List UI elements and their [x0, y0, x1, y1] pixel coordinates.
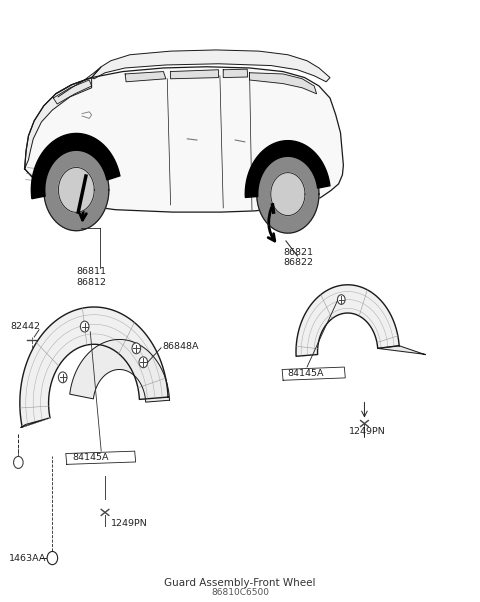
Text: 84145A: 84145A: [72, 453, 109, 462]
Polygon shape: [20, 307, 168, 427]
Text: 86811
86812: 86811 86812: [77, 267, 107, 287]
Polygon shape: [282, 367, 345, 380]
Polygon shape: [125, 72, 166, 82]
Text: 82442: 82442: [10, 321, 40, 330]
Polygon shape: [250, 73, 317, 94]
Text: 1249PN: 1249PN: [349, 427, 386, 436]
Circle shape: [13, 456, 23, 468]
Circle shape: [337, 295, 345, 305]
Polygon shape: [378, 346, 425, 355]
Text: 1463AA: 1463AA: [9, 554, 47, 562]
Polygon shape: [31, 134, 120, 199]
Text: 86848A: 86848A: [162, 341, 199, 350]
Polygon shape: [271, 173, 305, 216]
Circle shape: [132, 343, 141, 354]
Text: Guard Assembly-Front Wheel: Guard Assembly-Front Wheel: [164, 578, 316, 588]
Polygon shape: [296, 285, 399, 356]
Text: 86821
86822: 86821 86822: [283, 248, 313, 267]
Circle shape: [59, 372, 67, 383]
Polygon shape: [24, 67, 343, 212]
Text: 84145A: 84145A: [288, 369, 324, 378]
Circle shape: [47, 551, 58, 565]
Polygon shape: [170, 70, 218, 79]
Polygon shape: [53, 80, 92, 104]
Polygon shape: [21, 418, 50, 427]
Polygon shape: [245, 141, 330, 197]
Polygon shape: [92, 50, 330, 82]
Polygon shape: [66, 451, 136, 464]
Polygon shape: [44, 149, 109, 231]
Text: 1249PN: 1249PN: [111, 519, 147, 528]
Text: 86810C6500: 86810C6500: [211, 588, 269, 597]
Polygon shape: [24, 78, 92, 169]
Circle shape: [80, 321, 89, 332]
Polygon shape: [59, 167, 94, 213]
Polygon shape: [257, 155, 319, 233]
Polygon shape: [223, 69, 248, 78]
Polygon shape: [70, 340, 169, 402]
Circle shape: [139, 357, 148, 368]
